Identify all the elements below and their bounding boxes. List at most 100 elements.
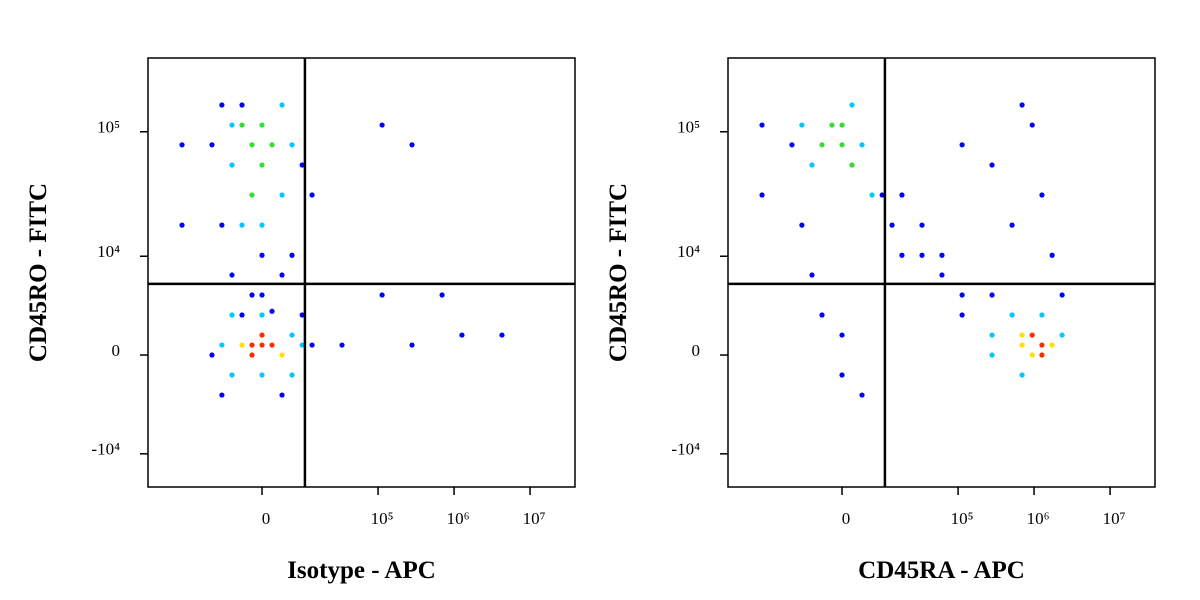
cell-point xyxy=(1009,312,1015,318)
cell-point xyxy=(1039,342,1045,348)
cell-point xyxy=(759,122,765,128)
cell-point xyxy=(289,332,295,338)
cell-point xyxy=(889,222,895,228)
cell-point xyxy=(279,102,285,108)
cell-point xyxy=(919,222,925,228)
y-tick-label: -10⁴ xyxy=(671,440,700,459)
cell-point xyxy=(899,252,905,258)
cell-point xyxy=(239,222,245,228)
cell-point xyxy=(299,162,305,168)
cell-point xyxy=(229,162,235,168)
cell-point xyxy=(839,372,845,378)
cell-point xyxy=(939,272,945,278)
cell-point xyxy=(1019,332,1025,338)
cell-point xyxy=(959,312,965,318)
cell-point xyxy=(819,142,825,148)
cell-point xyxy=(499,332,505,338)
cell-point xyxy=(219,102,225,108)
cell-point xyxy=(239,122,245,128)
x-axis-label: Isotype - APC xyxy=(287,557,436,584)
cell-point xyxy=(259,162,265,168)
cell-point xyxy=(409,342,415,348)
cell-point xyxy=(179,222,185,228)
cell-point xyxy=(869,192,875,198)
cell-point xyxy=(219,222,225,228)
cell-point xyxy=(279,192,285,198)
cell-point xyxy=(1039,192,1045,198)
cell-point xyxy=(839,142,845,148)
y-axis-label: CD45RO - FITC xyxy=(605,183,632,362)
cell-point xyxy=(859,142,865,148)
cell-point xyxy=(819,312,825,318)
x-tick-label: 10⁶ xyxy=(447,509,470,528)
cell-point xyxy=(289,142,295,148)
cell-point xyxy=(809,272,815,278)
cell-point xyxy=(259,292,265,298)
cell-point xyxy=(209,142,215,148)
x-tick-label: 10⁵ xyxy=(951,509,974,528)
cell-point xyxy=(1029,332,1035,338)
cell-point xyxy=(459,332,465,338)
cell-point xyxy=(1039,312,1045,318)
cell-point xyxy=(879,192,885,198)
y-tick-label: 10⁵ xyxy=(677,118,700,137)
cell-point xyxy=(989,292,995,298)
cell-point xyxy=(299,312,305,318)
cell-point xyxy=(229,372,235,378)
cell-point xyxy=(239,342,245,348)
cell-point xyxy=(379,122,385,128)
cell-point xyxy=(279,272,285,278)
cell-point xyxy=(959,292,965,298)
cell-point xyxy=(259,252,265,258)
cell-point xyxy=(839,122,845,128)
x-axis-label: CD45RA - APC xyxy=(858,557,1025,584)
cell-point xyxy=(289,372,295,378)
cell-point xyxy=(239,102,245,108)
cell-point xyxy=(209,352,215,358)
x-tick-label: 10⁷ xyxy=(1103,509,1126,528)
cell-point xyxy=(269,342,275,348)
cell-point xyxy=(249,292,255,298)
cell-point xyxy=(849,102,855,108)
cell-point xyxy=(299,342,305,348)
cell-point xyxy=(799,122,805,128)
cell-point xyxy=(259,122,265,128)
cell-point xyxy=(309,342,315,348)
cell-point xyxy=(1059,292,1065,298)
cell-point xyxy=(269,142,275,148)
cell-point xyxy=(939,252,945,258)
cell-point xyxy=(989,162,995,168)
cell-point xyxy=(249,192,255,198)
y-tick-label: 0 xyxy=(112,341,121,360)
cell-point xyxy=(219,392,225,398)
y-tick-label: -10⁴ xyxy=(91,440,120,459)
cell-point xyxy=(1039,352,1045,358)
cell-point xyxy=(899,192,905,198)
cell-point xyxy=(959,142,965,148)
cell-point xyxy=(229,272,235,278)
cell-point xyxy=(229,312,235,318)
cell-point xyxy=(829,122,835,128)
cell-point xyxy=(409,142,415,148)
cell-point xyxy=(1019,372,1025,378)
plot-frame xyxy=(727,57,1156,488)
cell-point xyxy=(919,252,925,258)
cell-point xyxy=(259,332,265,338)
cell-point xyxy=(279,392,285,398)
cell-point xyxy=(989,352,995,358)
cell-point xyxy=(1029,122,1035,128)
cell-point xyxy=(1029,352,1035,358)
cell-point xyxy=(229,122,235,128)
x-tick-label: 10⁶ xyxy=(1027,509,1050,528)
cell-point xyxy=(379,292,385,298)
cell-point xyxy=(859,392,865,398)
x-tick-label: 0 xyxy=(262,509,271,528)
cell-point xyxy=(439,292,445,298)
y-axis-label: CD45RO - FITC xyxy=(25,183,52,362)
plot-frame xyxy=(147,57,576,488)
y-tick-label: 10⁴ xyxy=(677,242,700,261)
cell-point xyxy=(249,342,255,348)
cell-point xyxy=(1049,252,1055,258)
